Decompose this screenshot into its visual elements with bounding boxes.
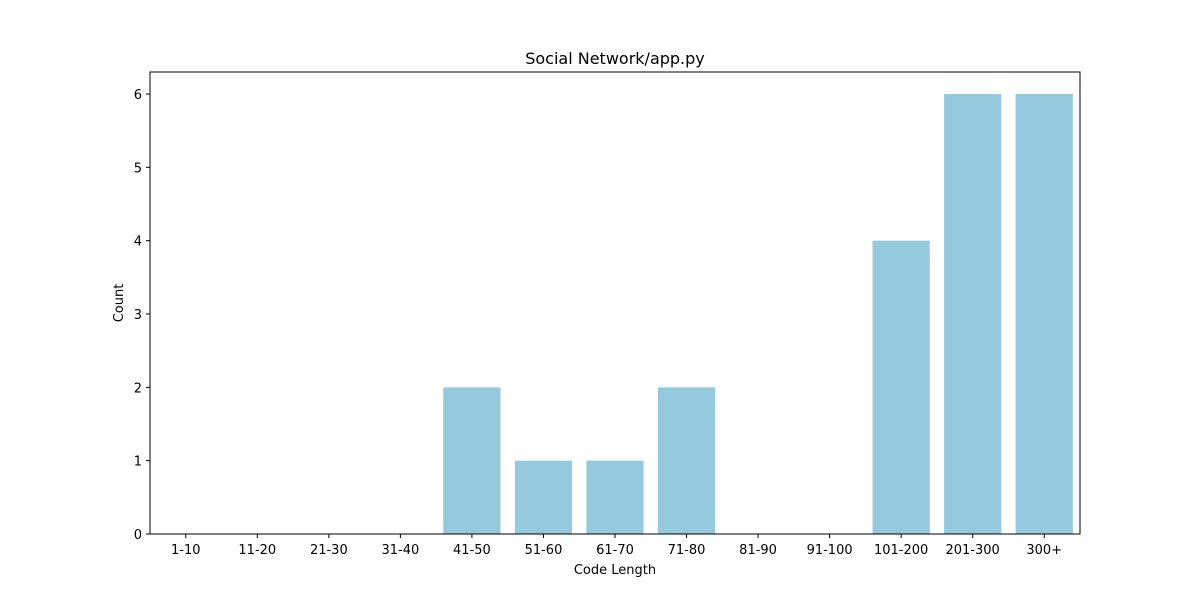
y-tick-label: 2 bbox=[134, 381, 142, 396]
x-tick-label: 1-10 bbox=[171, 543, 201, 558]
x-axis: 1-10 11-20 21-30 31-40 41-50 51-60 61-70 71-80 8… bbox=[171, 534, 1062, 558]
y-axis-title: Count bbox=[112, 284, 127, 323]
x-tick-label: 101-200 bbox=[874, 543, 928, 558]
bar-300+ bbox=[1015, 94, 1073, 534]
y-axis: 0 1 2 3 4 5 6 bbox=[134, 88, 150, 543]
y-tick-label: 4 bbox=[134, 235, 142, 250]
chart-title: Social Network/app.py bbox=[525, 49, 705, 68]
bar-61-70 bbox=[586, 460, 644, 534]
bar-201-300 bbox=[944, 94, 1002, 534]
x-tick-label: 61-70 bbox=[596, 543, 634, 558]
bar-101-200 bbox=[872, 240, 930, 535]
x-tick-label: 31-40 bbox=[381, 543, 419, 558]
x-tick-label: 91-100 bbox=[807, 543, 853, 558]
x-axis-title: Code Length bbox=[574, 563, 656, 578]
x-tick-label: 41-50 bbox=[453, 543, 491, 558]
x-tick-label: 21-30 bbox=[310, 543, 348, 558]
y-tick-label: 3 bbox=[134, 308, 142, 323]
y-tick-label: 6 bbox=[134, 88, 142, 103]
x-tick-label: 81-90 bbox=[739, 543, 777, 558]
bar-71-80 bbox=[657, 387, 716, 534]
y-tick-label: 5 bbox=[134, 161, 142, 176]
bar-51-60 bbox=[514, 460, 573, 534]
x-tick-label: 71-80 bbox=[668, 543, 706, 558]
x-tick-label: 201-300 bbox=[946, 543, 1000, 558]
x-tick-label: 11-20 bbox=[238, 543, 276, 558]
bars-group bbox=[443, 94, 1073, 535]
y-tick-label: 0 bbox=[134, 528, 142, 543]
bar-41-50 bbox=[443, 387, 501, 534]
y-tick-label: 1 bbox=[134, 455, 142, 470]
x-tick-label: 300+ bbox=[1026, 543, 1062, 558]
x-tick-label: 51-60 bbox=[525, 543, 563, 558]
